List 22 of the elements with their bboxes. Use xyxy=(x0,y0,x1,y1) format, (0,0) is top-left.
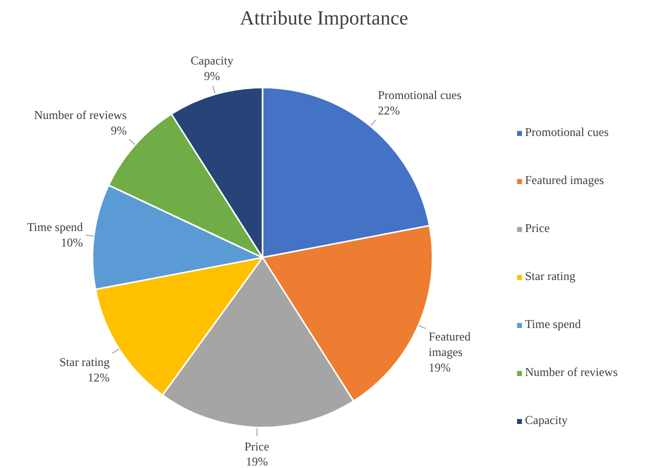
legend-label: Capacity xyxy=(525,413,568,428)
data-label: 22% xyxy=(378,103,400,118)
slice-label: Featured images xyxy=(428,330,471,360)
slice-label: Number of reviews xyxy=(34,108,128,122)
legend-label: Time spend xyxy=(525,317,581,332)
chart-title: Attribute Importance xyxy=(240,8,408,30)
slice-label: Capacity xyxy=(190,54,234,68)
slice-label: Time spend xyxy=(27,220,83,234)
data-label: 12% xyxy=(88,370,110,384)
data-label: 19% xyxy=(428,360,451,375)
data-label: 9% xyxy=(110,123,127,138)
slice-label: Star rating xyxy=(59,354,110,369)
data-label: 19% xyxy=(246,454,268,468)
data-label: 9% xyxy=(204,68,220,83)
legend-label: Featured images xyxy=(525,173,604,188)
data-label: 10% xyxy=(60,235,83,250)
legend-label: Price xyxy=(525,221,550,236)
legend-label: Star rating xyxy=(525,269,576,284)
slice-label: Promotional cues xyxy=(378,88,462,102)
legend-label: Number of reviews xyxy=(525,365,618,380)
legend-label: Promotional cues xyxy=(525,125,609,140)
slice-label: Price xyxy=(244,439,270,454)
